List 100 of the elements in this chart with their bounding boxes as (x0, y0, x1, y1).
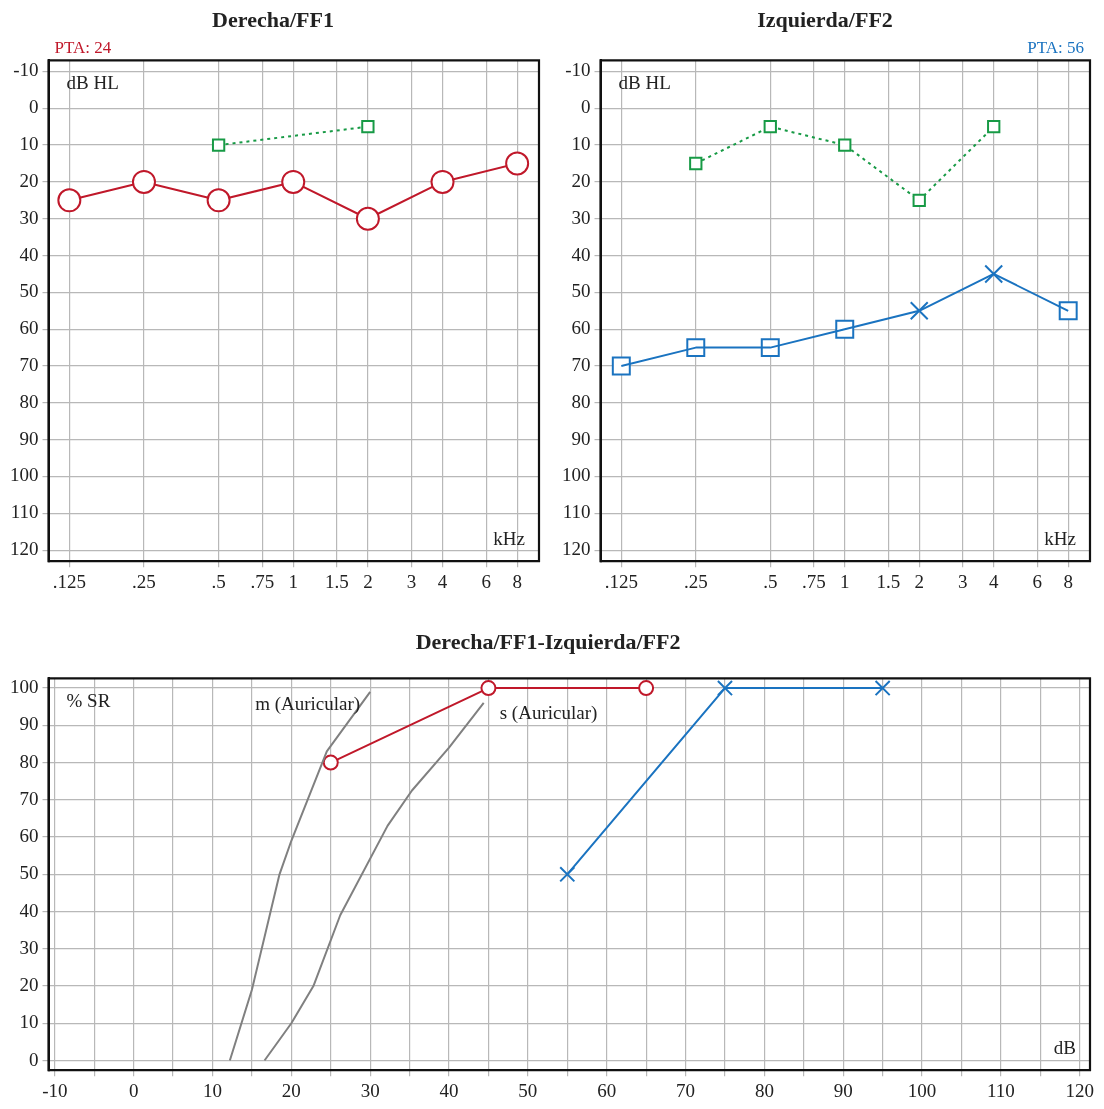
y-tick-label: 110 (10, 501, 39, 523)
y-tick-label: 0 (29, 1048, 39, 1070)
point (638, 680, 655, 697)
y-tick-label: 20 (19, 974, 39, 996)
y-tick-label: 80 (19, 390, 39, 412)
y-tick-label: 120 (10, 538, 39, 560)
y-tick-label: 60 (19, 317, 39, 339)
x-tick-label: 6 (481, 570, 491, 592)
point (131, 169, 156, 194)
y-tick-label: 60 (571, 317, 591, 339)
y-axis-title: % SR (66, 689, 111, 711)
y-tick-label: -10 (13, 59, 39, 81)
y-tick-label: 40 (571, 243, 591, 265)
x-tick-label: 10 (202, 1079, 222, 1101)
text: PTA: 24 (54, 38, 112, 58)
chart-title: Derecha/FF1-Izquierda/FF2 (415, 628, 681, 654)
chart-title: Derecha/FF1 (212, 6, 334, 32)
point (206, 188, 231, 213)
x-axis-title: dB (1053, 1036, 1076, 1058)
y-tick-label: 40 (19, 243, 39, 265)
point (559, 866, 576, 883)
x-tick-label: 4 (988, 570, 999, 592)
y-tick-label: 90 (571, 427, 591, 449)
y-tick-label: 100 (562, 464, 591, 486)
y-tick-label: 50 (571, 280, 591, 302)
x-tick-label: .125 (52, 570, 86, 592)
y-tick-label: 90 (19, 713, 39, 735)
y-tick-label: 20 (571, 169, 591, 191)
x-tick-label: 110 (987, 1079, 1015, 1101)
x-tick-label: .125 (604, 570, 638, 592)
x-tick-label: 60 (597, 1079, 617, 1101)
point (716, 680, 734, 697)
x-tick-label: 0 (128, 1079, 139, 1101)
x-axis-title: kHz (1044, 527, 1076, 549)
x-tick-label: 90 (833, 1079, 853, 1101)
series-label: m (Auricular) (255, 693, 361, 716)
y-tick-label: 120 (562, 538, 591, 560)
x-tick-label: 4 (437, 570, 448, 592)
x-axis-title: kHz (493, 527, 525, 549)
y-tick-label: 50 (19, 280, 39, 302)
x-tick-label: 50 (518, 1079, 538, 1101)
point (355, 206, 380, 231)
y-tick-label: 70 (19, 354, 39, 376)
text: PTA: 56 (1027, 38, 1084, 58)
y-tick-label: 10 (571, 133, 591, 155)
x-tick-label: .25 (132, 570, 156, 592)
y-axis-title: dB HL (66, 71, 119, 93)
x-tick-label: 2 (363, 570, 373, 592)
x-tick-label: .75 (250, 570, 275, 592)
series-label: s (Auricular) (499, 702, 598, 725)
x-tick-label: 8 (1063, 570, 1073, 592)
point (505, 151, 530, 176)
x-tick-label: 80 (754, 1079, 774, 1101)
x-tick-label: 70 (676, 1079, 696, 1101)
x-tick-label: 1.5 (325, 570, 349, 592)
x-tick-label: 6 (1032, 570, 1043, 592)
y-tick-label: 60 (19, 825, 39, 847)
x-tick-label: 30 (360, 1079, 380, 1101)
x-tick-label: 3 (406, 570, 417, 592)
y-tick-label: 70 (19, 787, 39, 809)
x-tick-label: 120 (1065, 1079, 1094, 1101)
point (57, 188, 82, 213)
x-tick-label: .5 (763, 570, 778, 592)
y-tick-label: 0 (29, 96, 39, 118)
x-tick-label: .25 (683, 570, 708, 592)
x-tick-label: 20 (281, 1079, 301, 1101)
y-tick-label: 10 (19, 133, 39, 155)
y-tick-label: 10 (19, 1011, 39, 1033)
y-tick-label: 30 (19, 936, 39, 958)
y-tick-label: 20 (19, 169, 39, 191)
y-axis-title: dB HL (618, 71, 671, 93)
y-tick-label: 80 (19, 750, 39, 772)
x-tick-label: 40 (439, 1079, 459, 1101)
x-tick-label: 3 (958, 570, 968, 592)
y-tick-label: 50 (19, 862, 39, 884)
y-tick-label: 110 (562, 501, 591, 523)
x-tick-label: .75 (801, 570, 826, 592)
y-tick-label: 100 (10, 464, 39, 486)
y-tick-label: 40 (19, 899, 39, 921)
x-tick-label: 1.5 (876, 570, 901, 592)
y-tick-label: 90 (19, 427, 39, 449)
point (480, 680, 497, 697)
y-tick-label: 100 (10, 676, 39, 698)
x-tick-label: 2 (914, 570, 924, 592)
point (322, 754, 339, 771)
point (874, 680, 891, 697)
y-tick-label: 30 (19, 206, 39, 228)
x-tick-label: 8 (512, 570, 522, 592)
y-tick-label: 30 (571, 206, 591, 228)
x-tick-label: 100 (907, 1079, 937, 1101)
y-tick-label: 0 (581, 96, 591, 118)
x-tick-label: 1 (840, 570, 850, 592)
y-tick-label: 70 (571, 354, 591, 376)
point (430, 169, 455, 194)
y-tick-label: 80 (571, 390, 591, 412)
y-tick-label: -10 (565, 59, 591, 81)
x-tick-label: .5 (211, 570, 226, 592)
chart-title: Izquierda/FF2 (757, 6, 893, 32)
x-tick-label: 1 (288, 570, 298, 592)
point (281, 169, 306, 194)
